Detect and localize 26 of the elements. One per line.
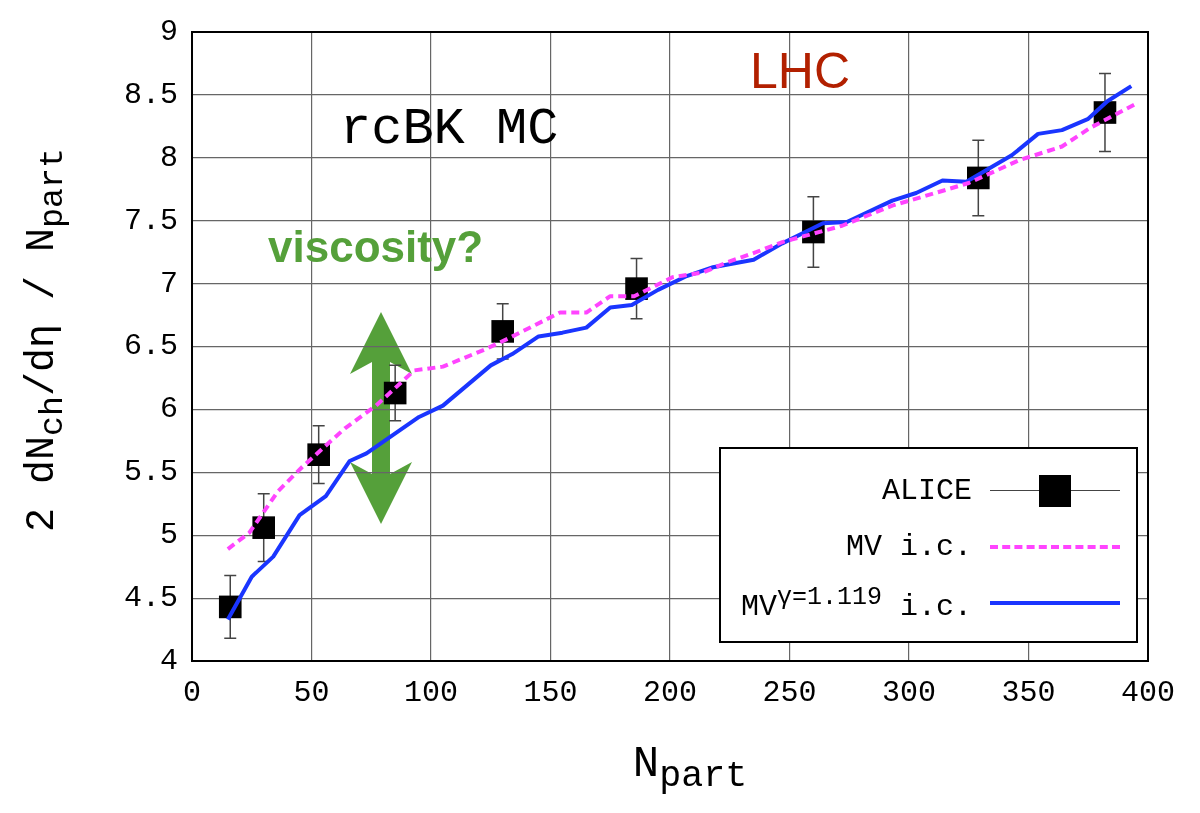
point	[491, 320, 515, 343]
x-tick-label: 350	[1001, 675, 1056, 710]
x-axis-title: N$_{part}$	[632, 739, 748, 797]
x-tick-label: 150	[523, 675, 578, 710]
x-tick-label: 400	[1120, 675, 1176, 710]
y-tick-label: 9	[159, 14, 179, 49]
y-tick-label: 5.5	[123, 455, 179, 490]
legend-label: ALICE	[881, 474, 972, 508]
y-tick-label: 7.5	[123, 203, 179, 238]
legend-label: MV i.c.	[845, 530, 972, 564]
y-tick-label: 7	[159, 266, 179, 301]
y-tick-label: 6.5	[123, 329, 179, 364]
y-tick-label: 8.5	[123, 77, 179, 112]
x-tick-label: 50	[293, 675, 330, 710]
y-tick-label: 4	[159, 643, 179, 678]
x-tick-label: 300	[881, 675, 937, 710]
x-tick-label: 200	[643, 675, 698, 710]
y-tick-label: 5	[159, 518, 179, 553]
x-tick-label: 100	[404, 675, 459, 710]
legend-label: MV$^{γ=1.119}$ i.c.	[740, 582, 972, 624]
x-tick-label: 250	[762, 675, 817, 710]
point	[252, 516, 276, 539]
x-tick-label: 0	[183, 675, 202, 710]
y-tick-label: 8	[159, 140, 179, 175]
y-tick-label: 4.5	[123, 581, 179, 616]
y-tick-label: 6	[159, 392, 179, 427]
